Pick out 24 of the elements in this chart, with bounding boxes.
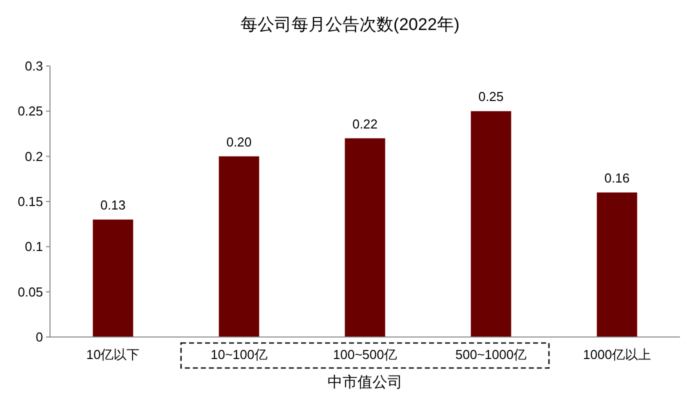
x-tick-label: 1000亿以上 bbox=[583, 347, 651, 362]
y-tick-label: 0.25 bbox=[18, 104, 43, 119]
y-tick-label: 0 bbox=[36, 330, 43, 345]
x-tick-label: 10亿以下 bbox=[86, 347, 140, 362]
data-label: 0.20 bbox=[226, 134, 252, 150]
bar bbox=[92, 220, 134, 337]
y-tick-label: 0.2 bbox=[24, 148, 43, 164]
bar bbox=[344, 138, 386, 337]
bar bbox=[470, 111, 512, 337]
data-label: 0.22 bbox=[352, 116, 378, 132]
y-tick-label: 0.3 bbox=[24, 58, 43, 74]
bar bbox=[596, 192, 638, 337]
bar bbox=[218, 156, 260, 337]
y-tick-label: 0.15 bbox=[18, 194, 43, 210]
data-label: 0.25 bbox=[478, 89, 504, 104]
text: 中市值公司 bbox=[328, 374, 402, 391]
data-label: 0.16 bbox=[604, 170, 630, 186]
x-tick-label: 500~1000亿 bbox=[455, 347, 527, 362]
x-tick-label: 100~500亿 bbox=[333, 347, 397, 362]
chart-title: 每公司每月公告次数(2022年) bbox=[240, 15, 460, 34]
x-tick-label: 10~100亿 bbox=[210, 347, 268, 362]
y-tick-label: 0.05 bbox=[18, 284, 43, 300]
data-label: 0.13 bbox=[100, 198, 126, 213]
y-tick-label: 0.1 bbox=[24, 239, 43, 254]
